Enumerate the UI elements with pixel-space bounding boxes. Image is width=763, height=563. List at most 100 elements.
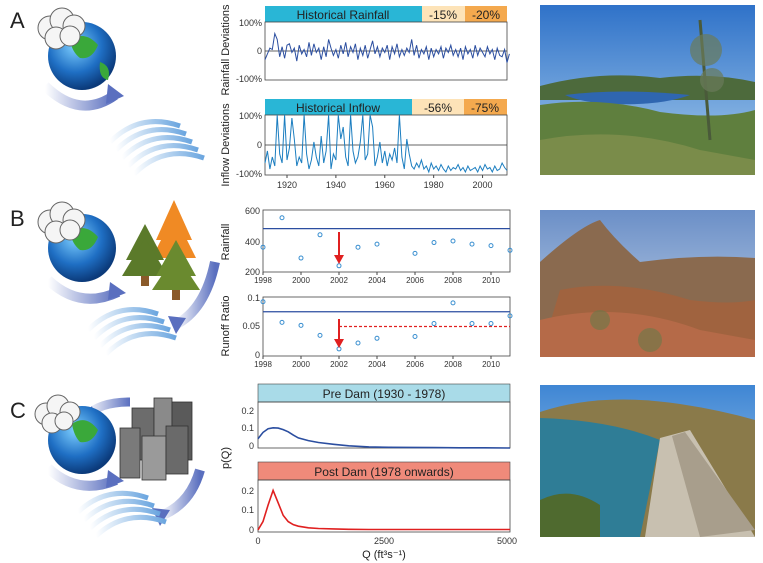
runoff-point <box>355 340 361 346</box>
y-tick-label: 0 <box>249 525 254 535</box>
x-tick-label: 2006 <box>406 360 424 369</box>
rainfall-point <box>488 243 494 249</box>
chart-historical-rainfall: Historical Rainfall -15% -20% 100% 0 -10… <box>220 4 510 96</box>
arrowhead-icon <box>106 470 124 488</box>
rainfall-point <box>279 215 285 221</box>
y-tick-label: 0.05 <box>242 321 260 331</box>
x-tick-label: 1998 <box>254 360 272 369</box>
chart-header-pct1: -56% <box>424 101 452 115</box>
chart-header-label: Pre Dam (1930 - 1978) <box>323 387 446 401</box>
rainfall-point <box>355 244 361 250</box>
tree-green-icon <box>152 240 200 300</box>
runoff-point <box>317 332 323 338</box>
series-line-rainfall <box>264 31 510 63</box>
chart-runoff-ratio-scatter: 0.1 0.05 0 Runoff Ratio 1998 2000 2002 2004… <box>220 293 513 369</box>
y-tick-label: 0.1 <box>241 423 254 433</box>
y-axis-label: p(Q) <box>220 447 232 469</box>
rainfall-point <box>450 238 456 244</box>
chart-header-label: Historical Inflow <box>296 101 380 115</box>
illustration-globe-city-c <box>34 394 205 538</box>
rainfall-point <box>507 247 513 253</box>
illustration-globe-rain-a <box>37 7 205 176</box>
x-tick-label: 2006 <box>406 276 424 285</box>
y-axis-label: Inflow Deviations <box>220 103 232 187</box>
rainfall-point <box>412 250 418 256</box>
rainfall-point <box>431 240 437 246</box>
runoff-point <box>260 299 266 305</box>
plot-frame <box>257 401 511 449</box>
cloud-icon <box>34 394 81 434</box>
x-axis-label: Q (ft³s⁻¹) <box>362 549 406 561</box>
chart-header-label: Post Dam (1978 onwards) <box>314 465 453 479</box>
header-pct2-bg <box>465 6 507 22</box>
arrowhead-icon <box>168 316 186 334</box>
chart-header-label: Historical Rainfall <box>297 8 390 22</box>
runoff-point <box>279 319 285 325</box>
y-tick-label: 0 <box>249 441 254 451</box>
panel-letter-a: A <box>10 8 25 33</box>
y-tick-label: 0 <box>255 350 260 360</box>
x-tick-label: 1980 <box>424 180 444 190</box>
arrowhead-icon <box>106 84 124 104</box>
rainfall-point <box>374 241 380 247</box>
y-axis-label: Runoff Ratio <box>220 296 232 357</box>
header-main-bg <box>265 6 422 22</box>
y-tick-label: -100% <box>236 74 262 84</box>
y-axis-label: Rainfall <box>220 224 232 261</box>
y-tick-label: 100% <box>239 111 262 121</box>
x-tick-label: 2004 <box>368 360 386 369</box>
header-pct1-bg <box>412 99 464 115</box>
chart-rainfall-scatter: 600 400 200 Rainfall 1998 2000 2002 2004 200… <box>220 206 513 285</box>
series-line-post-dam <box>257 488 510 531</box>
y-tick-label: 0.1 <box>241 505 254 515</box>
plot-frame <box>262 209 511 273</box>
panel-letter-b: B <box>10 206 25 231</box>
runoff-point <box>431 321 437 327</box>
chart-header-pct2: -75% <box>471 101 499 115</box>
series-line-inflow <box>264 114 508 174</box>
y-tick-label: -100% <box>236 169 262 179</box>
header-pct2-bg <box>464 99 507 115</box>
y-tick-label: 200 <box>245 267 260 277</box>
rainfall-point <box>298 255 304 261</box>
x-tick-label: 2008 <box>444 360 462 369</box>
photo-reservoir-landscape <box>540 5 755 175</box>
x-tick-label: 2008 <box>444 276 462 285</box>
y-tick-label: 600 <box>245 206 260 216</box>
x-tick-label: 2010 <box>482 276 500 285</box>
series-line-pre-dam <box>257 426 511 449</box>
cloud-icon <box>37 201 86 244</box>
photo-dam-wall <box>540 385 755 537</box>
y-tick-label: 0.1 <box>247 293 260 303</box>
tree-green-icon <box>122 224 168 286</box>
red-arrow-icon <box>334 255 344 264</box>
rainfall-point <box>317 232 323 238</box>
x-axis-ticks: 1920 1940 1960 1980 2000 <box>277 175 493 190</box>
y-tick-label: 100% <box>239 18 262 28</box>
x-tick-label: 1920 <box>277 180 297 190</box>
x-tick-label: 1940 <box>326 180 346 190</box>
chart-historical-inflow: Historical Inflow -56% -75% 100% 0 -100%… <box>220 99 508 190</box>
x-tick-label: 5000 <box>497 536 517 546</box>
rainfall-point <box>469 241 475 247</box>
chart-post-dam-distribution: Post Dam (1978 onwards) 0.2 0.1 0 0 2500… <box>241 461 517 561</box>
rainfall-point <box>260 244 266 250</box>
chart-header-pct2: -20% <box>472 8 500 22</box>
y-tick-label: 400 <box>245 237 260 247</box>
y-tick-label: 0.2 <box>241 486 254 496</box>
arrowhead-icon <box>108 282 126 300</box>
x-tick-label: 2000 <box>292 360 310 369</box>
city-buildings-icon <box>119 397 193 481</box>
runoff-point <box>488 321 494 327</box>
y-tick-label: 0 <box>257 46 262 56</box>
header-pct1-bg <box>422 6 465 22</box>
chart-pre-dam-distribution: Pre Dam (1930 - 1978) 0.2 0.1 0 <box>241 383 511 451</box>
x-tick-label: 1998 <box>254 276 272 285</box>
river-waves-icon <box>86 307 177 356</box>
river-waves-icon <box>76 490 167 538</box>
x-tick-label: 2004 <box>368 276 386 285</box>
runoff-point <box>298 322 304 328</box>
x-tick-label: 2010 <box>482 360 500 369</box>
x-tick-label: 2000 <box>292 276 310 285</box>
